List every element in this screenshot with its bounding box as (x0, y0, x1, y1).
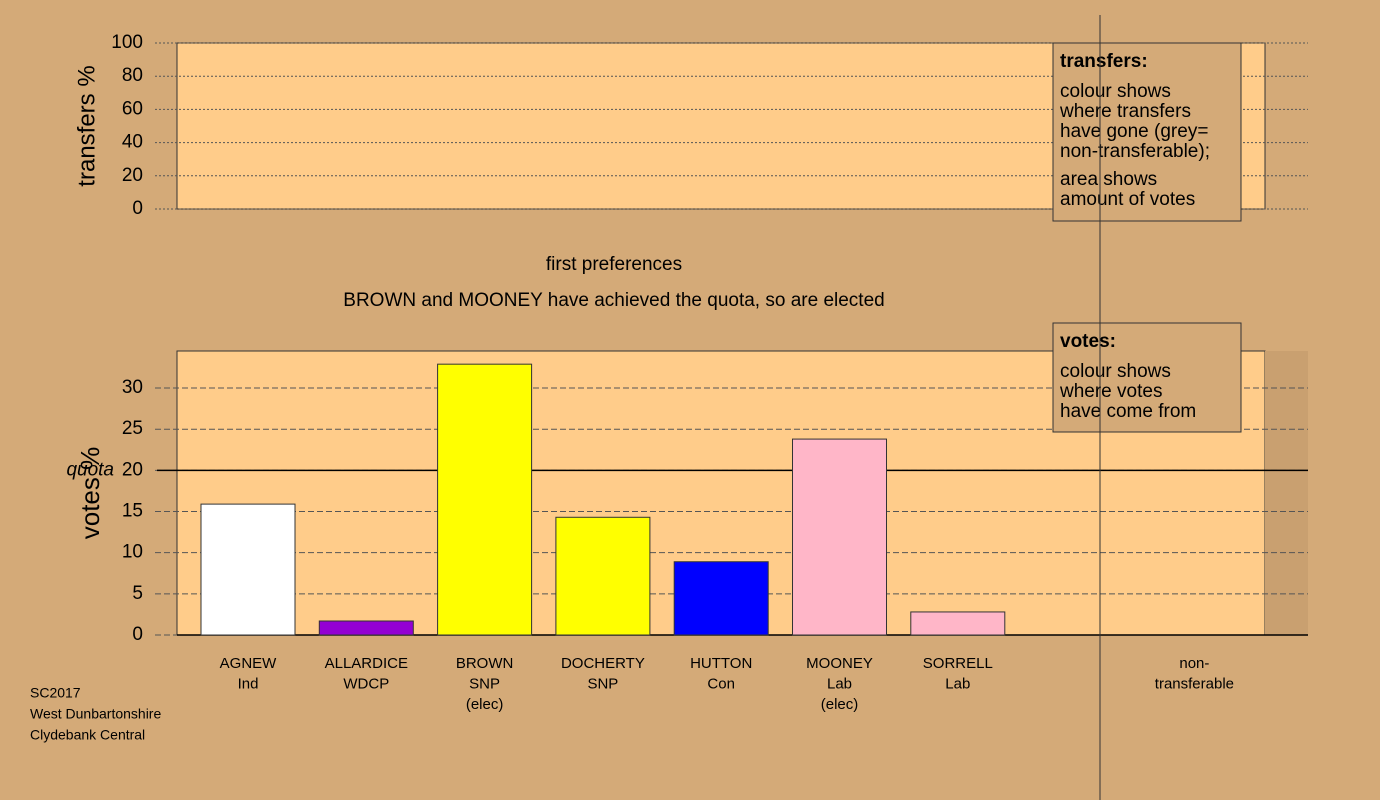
y-tick-label: 100 (111, 32, 143, 53)
bar (910, 611, 1006, 636)
legend-text: amount of votes (1060, 189, 1195, 210)
y-tick-label: 20 (122, 459, 143, 480)
legend-text: non-transferable); (1060, 141, 1210, 162)
quota-label: quota (66, 459, 114, 480)
legend-title: transfers: (1060, 51, 1148, 72)
chart-subtitle: BROWN and MOONEY have achieved the quota… (343, 290, 884, 311)
y-tick-label: 10 (122, 542, 143, 563)
x-tick-label: WDCP (343, 675, 389, 692)
x-tick-label: SORRELL (923, 655, 993, 672)
y-axis-label: transfers % (73, 65, 100, 186)
x-tick-label: (elec) (466, 696, 504, 713)
legend-box (1052, 322, 1242, 433)
footer-line: Clydebank Central (30, 727, 145, 743)
x-tick-label: non- (1179, 655, 1209, 672)
y-tick-label: 20 (122, 165, 143, 186)
legend-text: colour shows (1060, 361, 1171, 382)
plot-margin (1265, 351, 1308, 635)
x-tick-label: HUTTON (690, 655, 752, 672)
y-tick-label: 5 (132, 583, 143, 604)
x-tick-label: Lab (945, 675, 970, 692)
y-tick-label: 0 (132, 624, 143, 645)
x-tick-label: Lab (827, 675, 852, 692)
y-tick-label: 0 (132, 198, 143, 219)
x-tick-label: SNP (587, 675, 618, 692)
legend-text: where transfers (1059, 101, 1191, 122)
x-tick-label: BROWN (456, 655, 514, 672)
x-tick-label: transferable (1155, 675, 1234, 692)
x-tick-label: SNP (469, 675, 500, 692)
legend-text: where votes (1059, 381, 1162, 402)
y-axis-label: votes % (75, 447, 105, 540)
y-tick-label: 25 (122, 418, 143, 439)
footer-line: West Dunbartonshire (30, 706, 161, 722)
bar (318, 620, 414, 636)
x-tick-label: DOCHERTY (561, 655, 645, 672)
y-tick-label: 15 (122, 501, 143, 522)
y-tick-label: 30 (122, 377, 143, 398)
x-tick-label: (elec) (821, 696, 859, 713)
bar (555, 516, 651, 636)
footer-line: SC2017 (30, 685, 81, 701)
legend-title: votes: (1060, 331, 1116, 352)
bar (200, 503, 296, 636)
x-tick-label: MOONEY (806, 655, 873, 672)
y-tick-label: 40 (122, 132, 143, 153)
bar (673, 561, 769, 636)
chart-title: first preferences (546, 254, 682, 275)
legend-text: colour shows (1060, 81, 1171, 102)
legend-text: have gone (grey= (1060, 121, 1208, 142)
bar (792, 438, 887, 636)
y-tick-label: 60 (122, 98, 143, 119)
x-tick-label: ALLARDICE (325, 655, 408, 672)
legend-box (1052, 42, 1242, 222)
x-tick-label: Con (707, 675, 735, 692)
y-tick-label: 80 (122, 65, 143, 86)
x-tick-label: Ind (238, 675, 259, 692)
x-tick-label: AGNEW (220, 655, 278, 672)
bar (437, 363, 533, 636)
legend-text: have come from (1060, 401, 1196, 422)
legend-text: area shows (1060, 169, 1157, 190)
